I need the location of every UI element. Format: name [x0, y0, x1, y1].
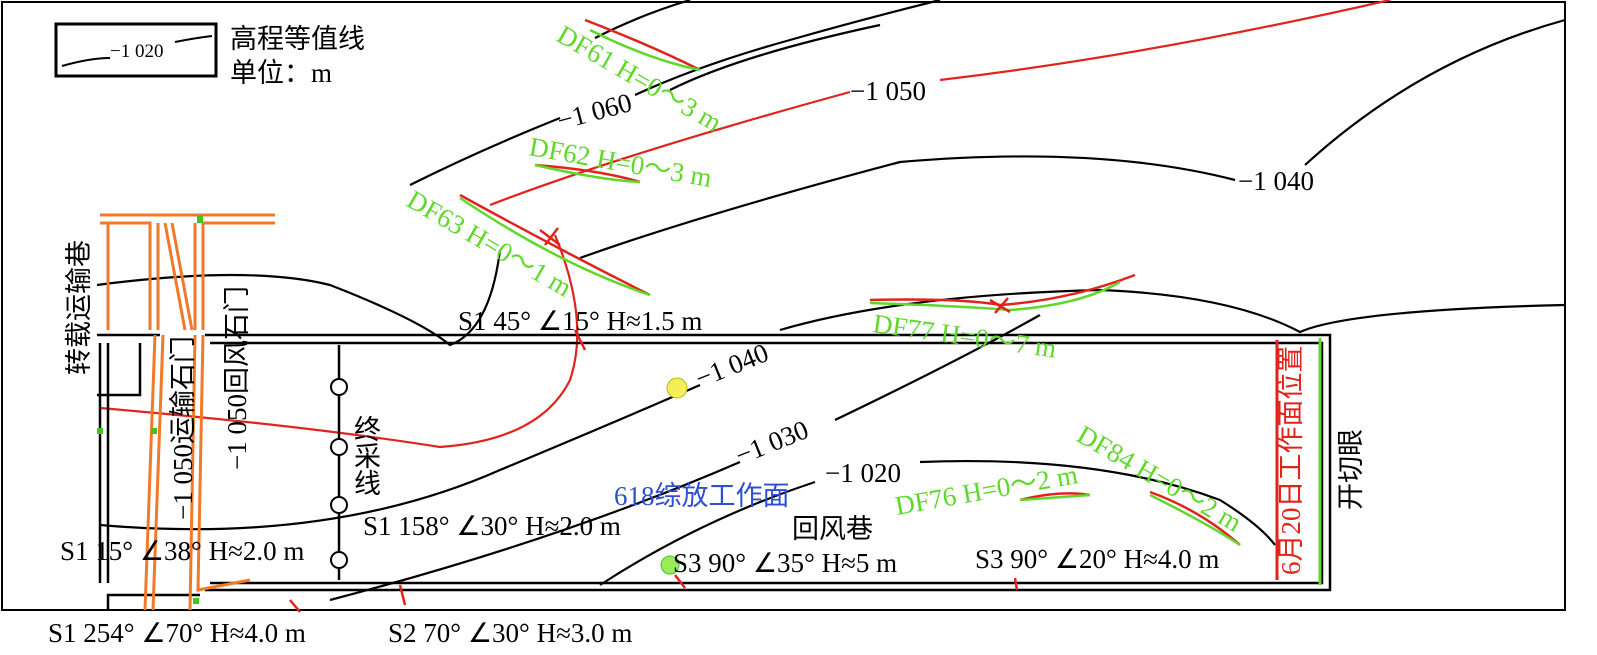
roadway-label: 回风巷: [792, 514, 873, 544]
contour-label: −1 060: [554, 87, 635, 136]
face-label: 618综放工作面: [614, 481, 790, 511]
structure-label: S1 254° ∠70° H≈4.0 m: [48, 618, 306, 648]
fault-label: DF76 H=0～2 m: [893, 459, 1080, 521]
structure-label: S3 90° ∠35° H≈5 m: [673, 548, 897, 578]
contour-label: −1 030: [731, 414, 813, 470]
roadway-label: 开切眼: [1336, 429, 1366, 510]
legend-line: [61, 35, 213, 67]
structure-label: S3 90° ∠20° H≈4.0 m: [975, 544, 1219, 574]
legend-unit: 单位：m: [230, 58, 332, 88]
gate-roadways: [100, 213, 275, 611]
faults: [289, 18, 1241, 613]
roadway-label: 终采线: [350, 415, 381, 496]
structure-label: S1 15° ∠38° H≈2.0 m: [60, 536, 304, 566]
survey-points: [97, 215, 203, 604]
structure-label: S1 45° ∠15° H≈1.5 m: [458, 306, 702, 336]
borehole: [666, 377, 688, 399]
structure-label: S1 158° ∠30° H≈2.0 m: [363, 511, 621, 541]
legend-box: [54, 22, 218, 78]
contour-label: −1 020: [825, 458, 901, 488]
roadway-label: −1 050运输石门: [168, 336, 198, 520]
legend-sample: −1 020: [110, 41, 163, 62]
contour-1050: [99, 0, 1391, 449]
contour-label: −1 050: [850, 76, 926, 106]
structure-label: S2 70° ∠30° H≈3.0 m: [388, 618, 632, 648]
fault-label: DF84 H=0～2 m: [1072, 419, 1247, 537]
borehole: [660, 555, 680, 575]
fault-label: DF62 H=0～3 m: [527, 131, 714, 193]
contour-label: −1 040: [1238, 166, 1314, 196]
roadway-label: 转载运输巷: [64, 240, 94, 375]
roadway-label: −1 050回风石门: [222, 286, 252, 470]
contour-label: −1 040: [691, 337, 773, 393]
legend-title: 高程等值线: [230, 24, 365, 54]
face-position-label: 6月20日工作面位置: [1276, 346, 1306, 576]
stop-line-markers: [330, 378, 348, 569]
